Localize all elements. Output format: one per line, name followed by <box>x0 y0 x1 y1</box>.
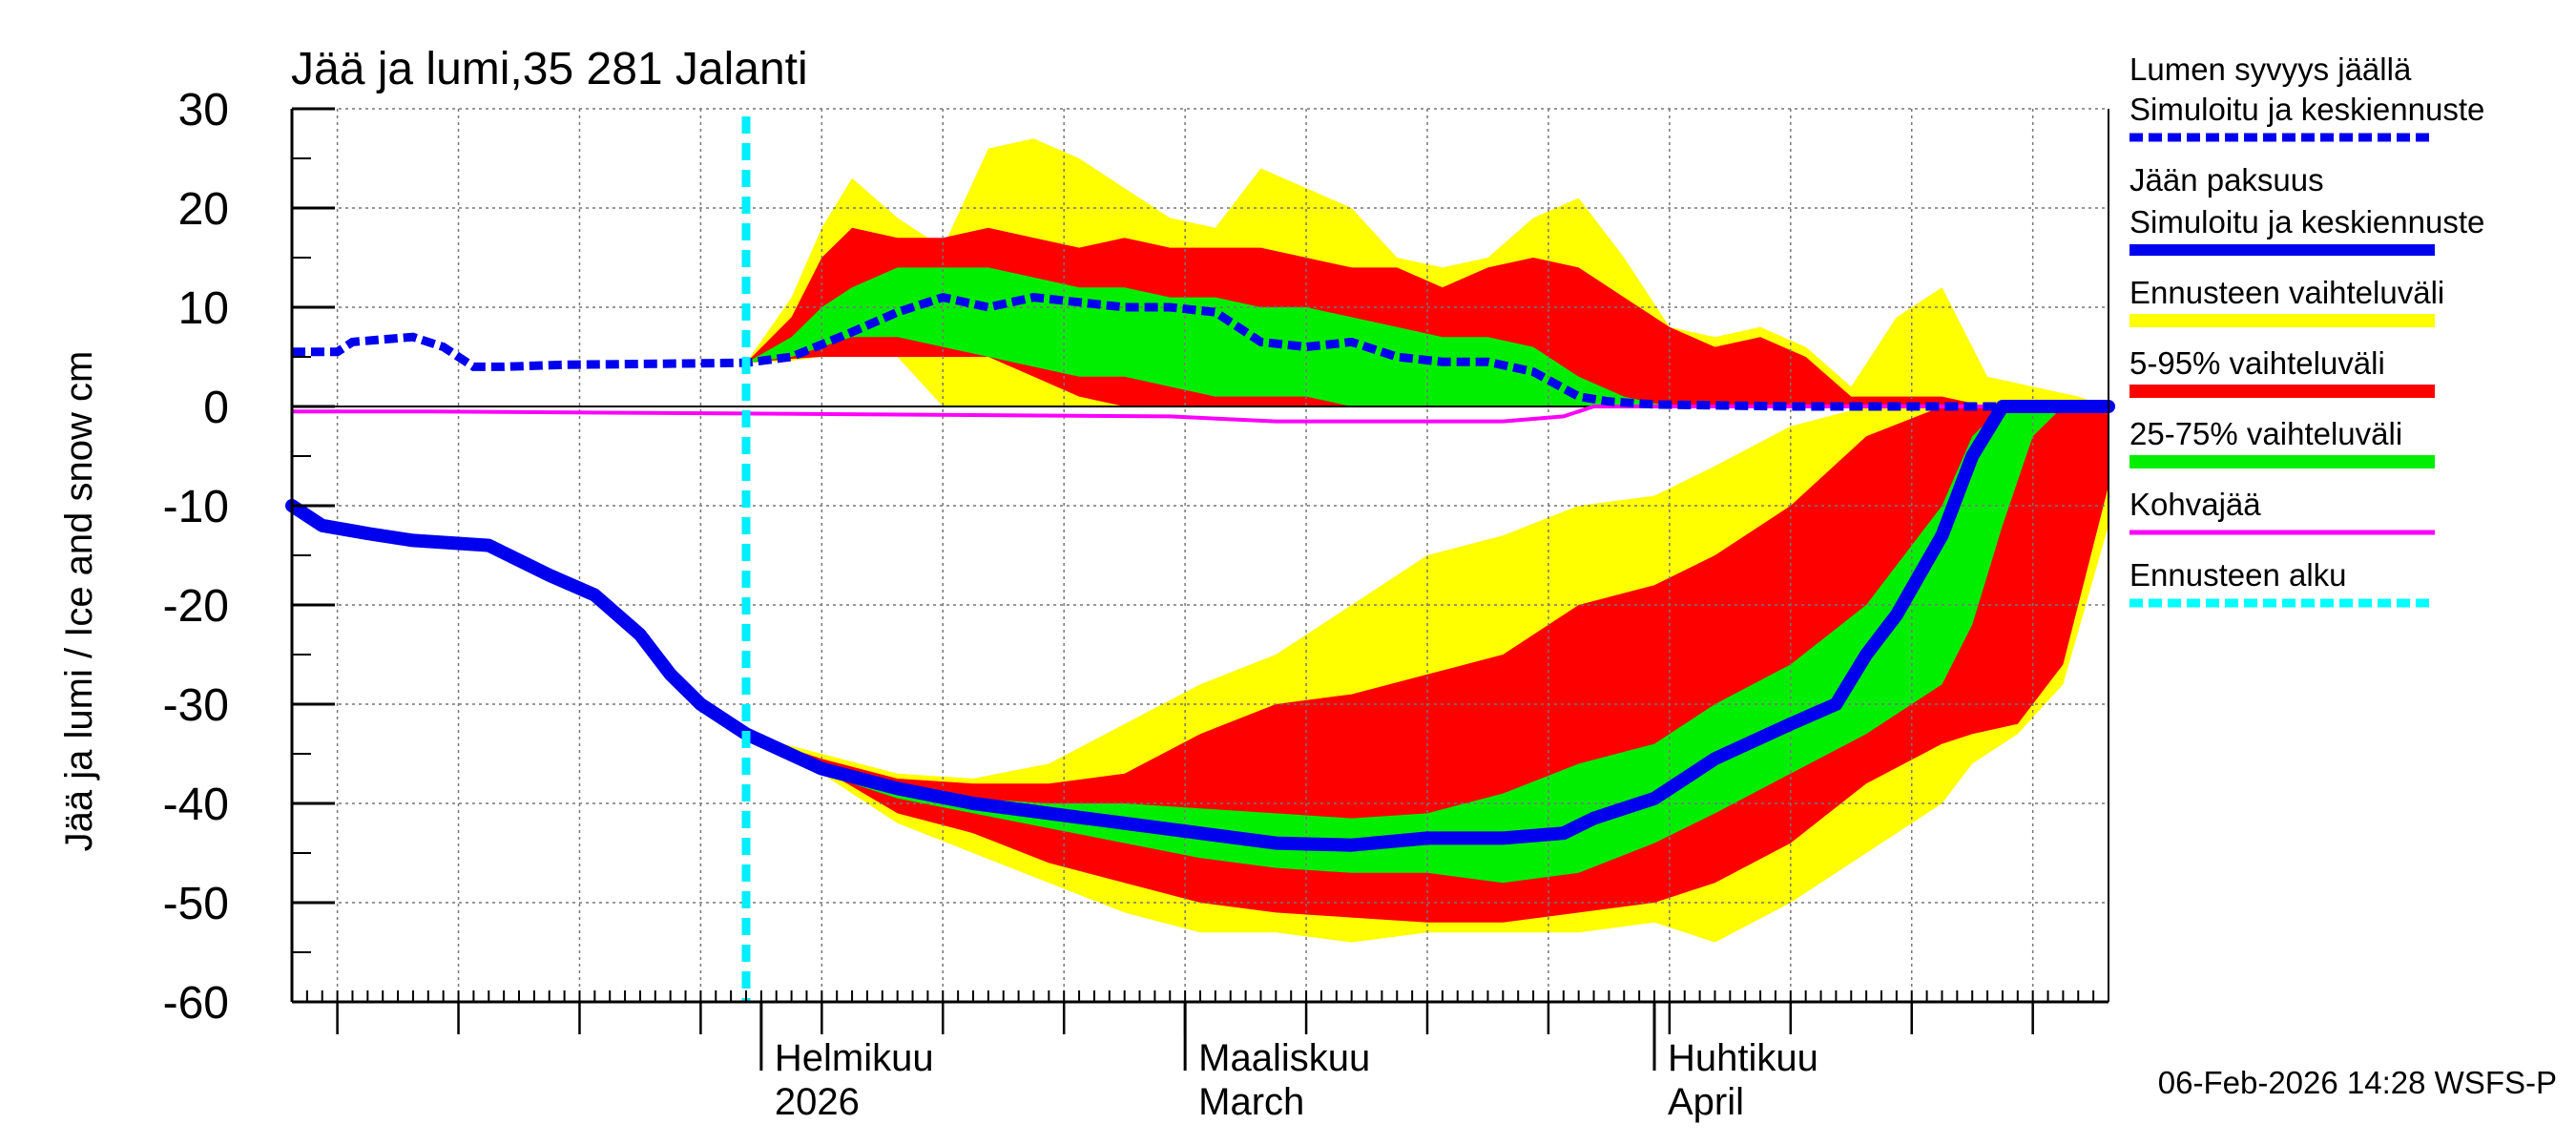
x-tick-label-line2: April <box>1668 1081 1744 1123</box>
legend-label: 25-75% vaihteluväli <box>2129 416 2402 451</box>
y-tick-label: -30 <box>163 680 229 731</box>
ice-forecast-bands <box>746 406 2109 943</box>
y-tick-label: -10 <box>163 482 229 532</box>
x-tick-label-line2: March <box>1198 1081 1304 1123</box>
y-tick-labels: 30 20 10 0 -10 -20 -30 -40 -50 -60 <box>163 85 229 1029</box>
ice-thickness-line <box>285 400 2115 852</box>
legend-label: Simuloitu ja keskiennuste <box>2129 204 2484 239</box>
axes <box>290 107 2109 1071</box>
x-tick-label-line2: 2026 <box>775 1081 860 1123</box>
ice-band-25-75 <box>746 406 2109 884</box>
x-tick-label-line1: Huhtikuu <box>1668 1037 1818 1079</box>
legend-label: Lumen syvyys jäällä <box>2129 52 2412 87</box>
slush-ice-line <box>292 405 2109 424</box>
y-tick-label: 20 <box>178 184 229 235</box>
chart-title: Jää ja lumi,35 281 Jalanti <box>291 44 808 94</box>
y-tick-label: -20 <box>163 581 229 632</box>
y-tick-label: -40 <box>163 780 229 830</box>
y-axis-label: Jää ja lumi / Ice and snow cm <box>58 351 100 852</box>
legend-label: Ennusteen alku <box>2129 557 2347 593</box>
y-tick-label: -60 <box>163 978 229 1029</box>
legend-label: Kohvajää <box>2129 487 2261 522</box>
y-tick-label: 0 <box>203 383 229 433</box>
snow-depth-line <box>292 292 2109 411</box>
y-tick-label: 30 <box>178 85 229 135</box>
x-tick-label-line1: Helmikuu <box>775 1037 934 1079</box>
legend-label: Simuloitu ja keskiennuste <box>2129 92 2484 127</box>
legend-label: Ennusteen vaihteluväli <box>2129 275 2444 310</box>
y-tick-label: 10 <box>178 283 229 334</box>
legend-label: Jään paksuus <box>2129 162 2324 198</box>
legend: Lumen syvyys jäällä Simuloitu ja keskienn… <box>2129 52 2484 608</box>
legend-label: 5-95% vaihteluväli <box>2129 345 2385 381</box>
grid-lines <box>292 108 2109 1003</box>
ice-band-5-95 <box>746 406 2109 923</box>
footer-timestamp: 06-Feb-2026 14:28 WSFS-P <box>2158 1065 2557 1100</box>
y-tick-label: -50 <box>163 879 229 929</box>
x-tick-label-line1: Maaliskuu <box>1198 1037 1370 1079</box>
